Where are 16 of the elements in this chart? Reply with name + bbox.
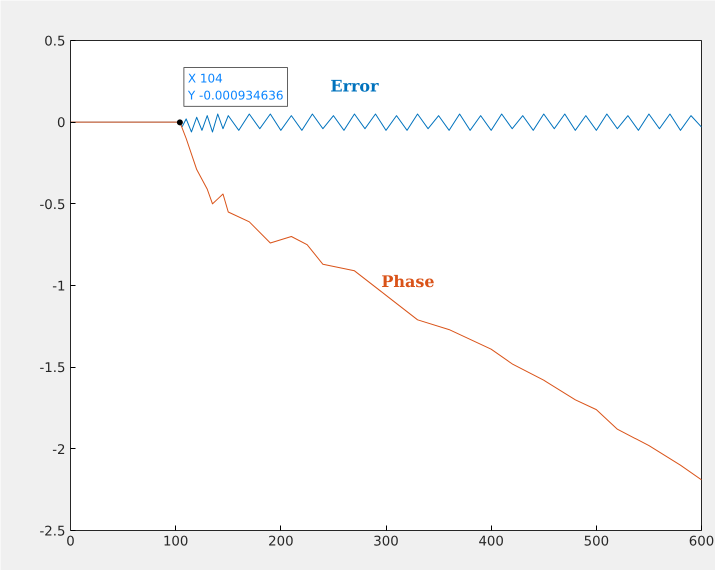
y-tick-label: 0.5 (44, 34, 66, 50)
y-tick-label: 0 (57, 116, 66, 132)
annotation: X 104 Y -0.000934636 (186, 72, 284, 102)
y-tick-label: -2.5 (39, 524, 66, 540)
y-tick-label: -2 (52, 442, 66, 458)
y-tick-label: -0.5 (39, 198, 66, 213)
x-tick-label: 300 (373, 534, 399, 550)
x-tick-label: 100 (162, 534, 188, 550)
x-tick-label: 200 (268, 534, 294, 550)
x-tick-label: 400 (478, 534, 504, 550)
series-label: Phase (381, 272, 435, 291)
y-tick-label: -1 (52, 280, 66, 294)
x-tick-label: 600 (688, 534, 714, 550)
x-tick-label: 500 (584, 534, 610, 550)
y-tick-label: -1.5 (39, 361, 66, 376)
series-label: Error (330, 76, 380, 96)
